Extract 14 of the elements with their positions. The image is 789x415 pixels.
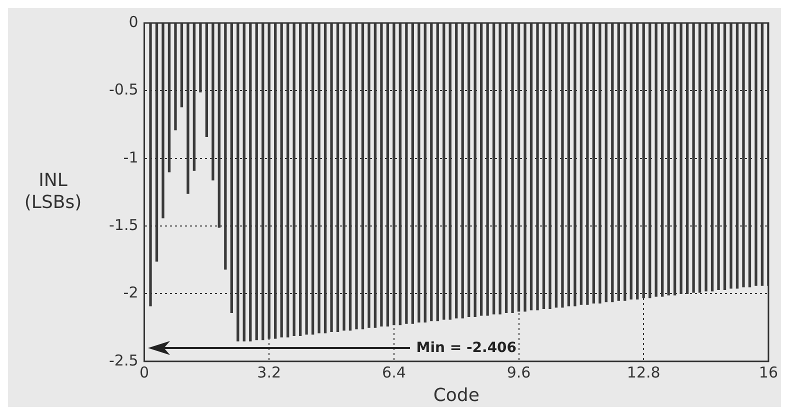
y-tick-label: -2.5 [108,351,138,370]
x-tick-label: 12.8 [626,363,660,382]
x-tick-label: 16 [758,363,778,382]
x-axis-title: Code [433,384,480,406]
y-axis-title: INL (LSBs) [24,170,82,213]
x-tick-label: 3.2 [257,363,282,382]
y-tick-label: 0 [128,12,138,31]
y-tick-label: -1.5 [108,216,138,234]
x-tick-label: 6.4 [382,363,406,382]
y-tick-label: -2 [123,284,138,302]
y-tick-label: -0.5 [108,80,138,99]
x-tick-label: 9.6 [506,363,531,382]
annotation: Min = -2.406 [416,340,517,356]
y-tick-label: -1 [123,148,138,166]
